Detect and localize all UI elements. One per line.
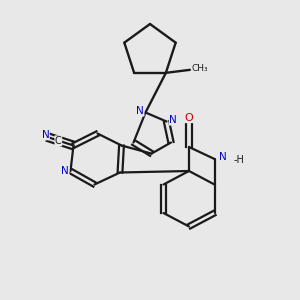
Text: N: N (219, 152, 227, 163)
Text: CH₃: CH₃ (191, 64, 208, 74)
Text: C: C (55, 136, 62, 146)
Text: -H: -H (234, 154, 245, 165)
Text: N: N (136, 106, 144, 116)
Text: N: N (169, 115, 177, 125)
Text: O: O (184, 112, 194, 123)
Text: N: N (41, 130, 49, 140)
Text: N: N (61, 166, 69, 176)
